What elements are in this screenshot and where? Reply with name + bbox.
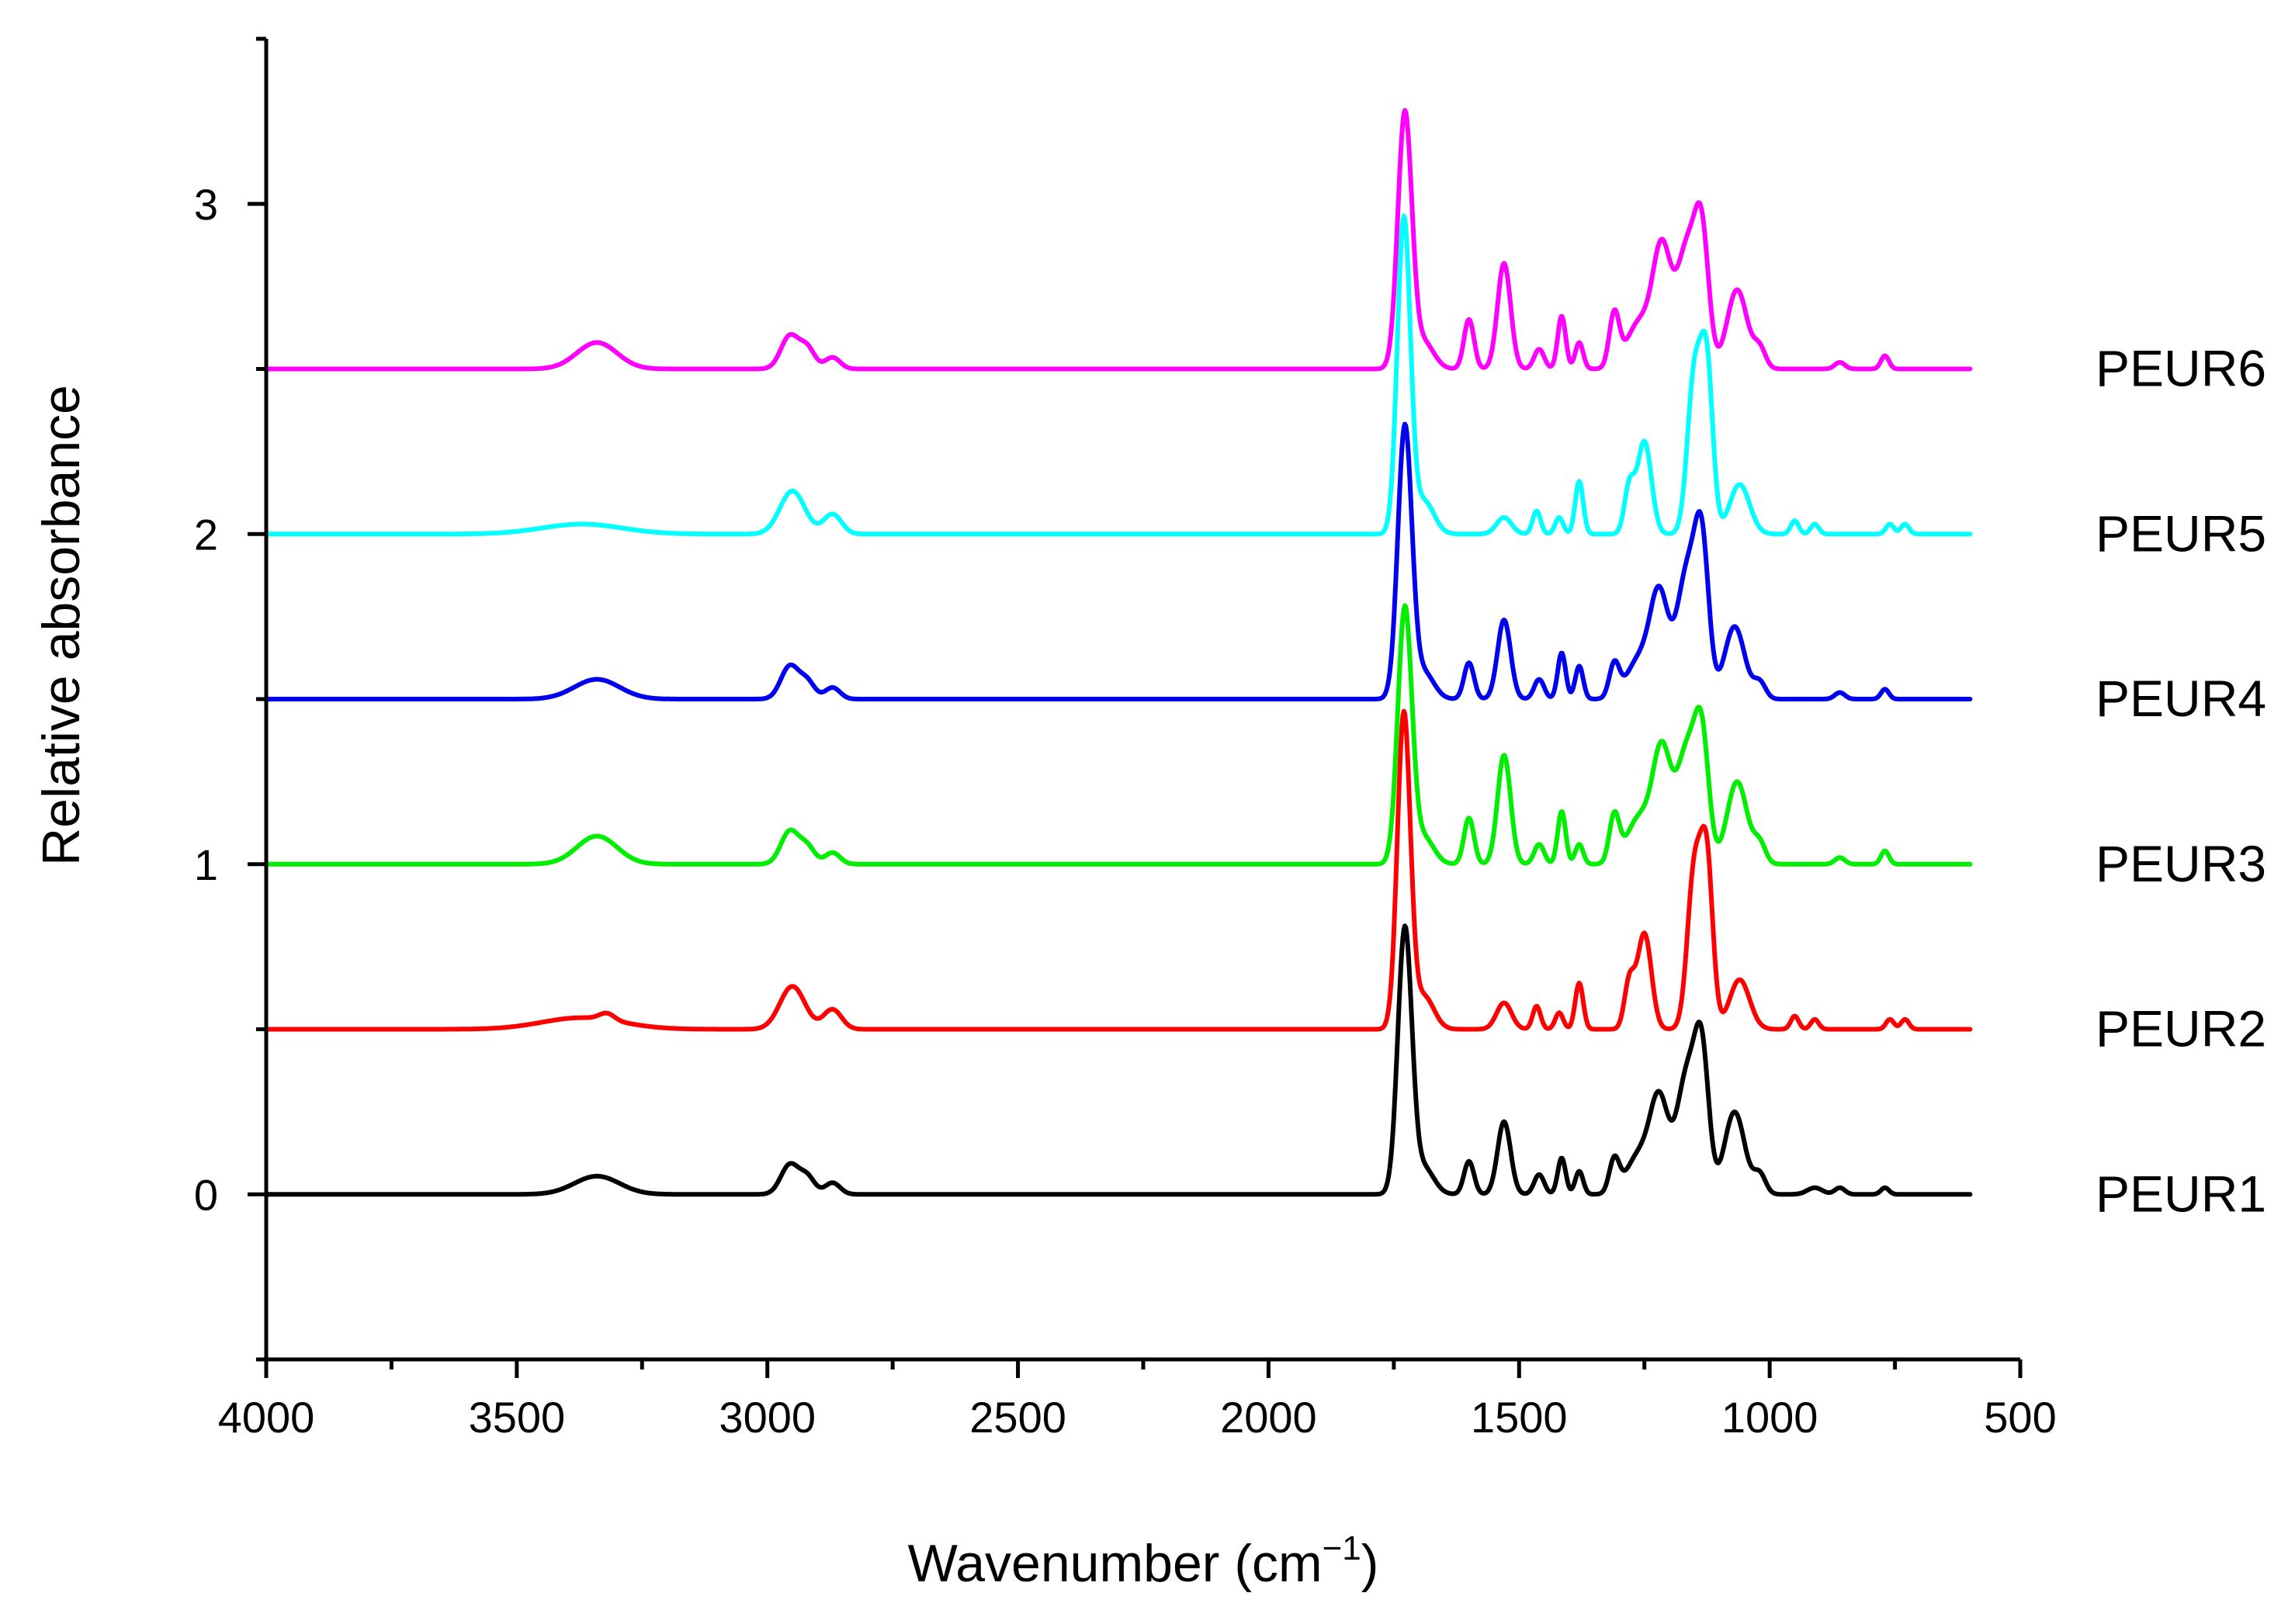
series-line-peur2 [264, 708, 1973, 1032]
y-tick-label: 1 [194, 840, 218, 889]
x-tick-label: 500 [1984, 1393, 2056, 1442]
x-tick-label: 3500 [469, 1393, 566, 1442]
x-tick-label: 4000 [218, 1393, 315, 1442]
series-label-peur2: PEUR2 [2096, 1000, 2266, 1058]
series-line-peur5 [264, 213, 1973, 537]
series-label-peur3: PEUR3 [2096, 835, 2266, 892]
labels-group: 4000 3500 3000 2500 2000 1500 1000 500 0 1 2 3 Waven… [32, 180, 2266, 1593]
x-tick-label: 2500 [969, 1393, 1066, 1442]
axes-group [248, 36, 2023, 1378]
series-line-peur1 [264, 923, 1973, 1197]
x-tick-label: 1500 [1471, 1393, 1568, 1442]
series-line-peur4 [264, 421, 1973, 701]
y-tick-label: 3 [194, 180, 218, 229]
series-label-peur5: PEUR5 [2096, 504, 2266, 562]
series-label-peur6: PEUR6 [2096, 340, 2266, 397]
x-tick-label: 2000 [1220, 1393, 1317, 1442]
x-axis-title: Wavenumber (cm−1) [908, 1529, 1379, 1593]
series-group [264, 108, 1973, 1197]
x-tick-label: 1000 [1721, 1393, 1818, 1442]
series-line-peur6 [264, 108, 1973, 372]
series-label-peur4: PEUR4 [2096, 670, 2266, 727]
y-tick-label: 0 [194, 1170, 218, 1219]
series-label-peur1: PEUR1 [2096, 1165, 2266, 1222]
y-tick-label: 2 [194, 510, 218, 559]
series-line-peur3 [264, 603, 1973, 867]
x-tick-label: 3000 [719, 1393, 816, 1442]
y-axis-title: Relative absorbance [32, 385, 91, 866]
